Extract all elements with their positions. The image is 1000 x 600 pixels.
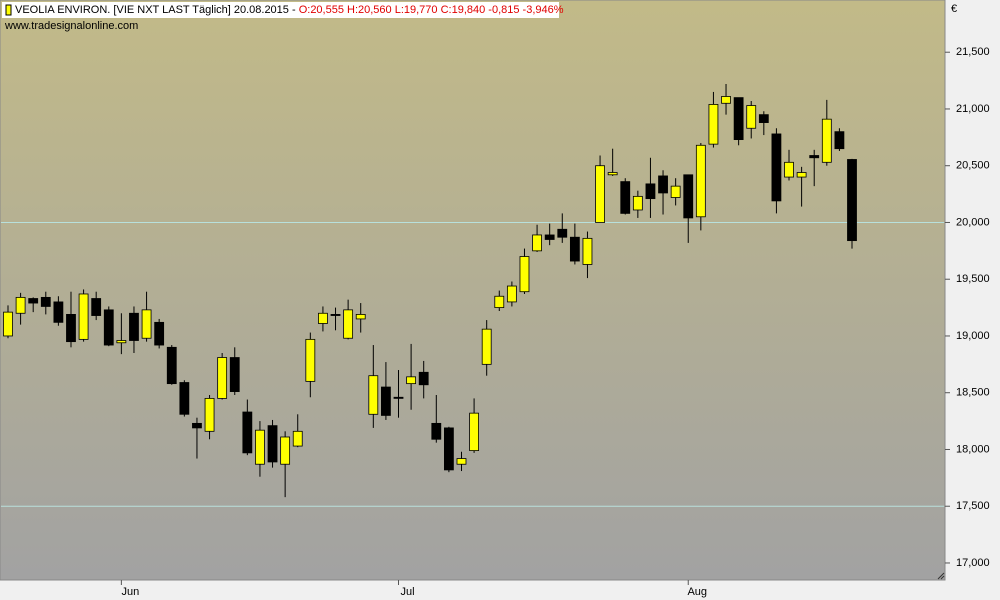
candle-body: [343, 309, 354, 339]
candle-body: [456, 458, 467, 465]
candle-body: [318, 312, 328, 324]
candle-body: [645, 183, 656, 200]
chart-title: VEOLIA ENVIRON. [VIE NXT LAST Täglich] 2…: [15, 4, 296, 16]
candle-body: [305, 338, 316, 382]
candle-body: [255, 429, 265, 465]
y-tick-label: 18,500: [956, 387, 990, 399]
candle-body: [746, 105, 757, 129]
y-tick-label: 18,000: [956, 443, 990, 455]
candle-body: [569, 236, 580, 262]
candle-body: [758, 114, 769, 123]
header: VEOLIA ENVIRON. [VIE NXT LAST Täglich] 2…: [15, 4, 564, 16]
candle-body: [103, 309, 114, 346]
candle-body: [267, 425, 278, 463]
candle-body: [632, 195, 643, 211]
y-unit: €: [951, 3, 957, 15]
candle-body: [582, 237, 593, 265]
candle-body: [733, 97, 744, 141]
candle-body: [506, 285, 517, 303]
y-tick-label: 20,000: [956, 216, 990, 228]
candle-body: [431, 422, 442, 440]
header-box: [2, 2, 559, 18]
candle-body: [292, 430, 303, 447]
candle-body: [796, 172, 807, 178]
candle-body: [116, 340, 127, 344]
candle-body: [708, 104, 719, 145]
candle-body: [179, 382, 190, 415]
y-tick-label: 19,000: [956, 330, 990, 342]
chart-subtitle: www.tradesignalonline.com: [4, 20, 138, 32]
candle-body: [519, 256, 530, 293]
y-tick-label: 17,500: [956, 500, 990, 512]
candle-body: [607, 172, 618, 176]
candle-body: [469, 412, 479, 452]
candle-body: [192, 422, 202, 429]
y-tick-label: 20,500: [956, 160, 990, 172]
candle-body: [834, 131, 845, 150]
candle-body: [443, 427, 454, 471]
x-tick-label: Aug: [687, 586, 707, 598]
quote: O:20,555 H:20,560 L:19,770 C:19,840 -0,8…: [299, 4, 564, 16]
candle-body: [355, 314, 366, 320]
candle-body: [620, 181, 631, 214]
candle-body: [217, 357, 228, 399]
candle-body: [544, 234, 555, 240]
candle-body: [847, 159, 857, 242]
candle-body: [418, 371, 429, 386]
candle-body: [381, 386, 391, 416]
candle-body: [532, 234, 542, 252]
plot-area: [0, 0, 946, 581]
candle-body: [330, 314, 341, 316]
candle-body: [695, 144, 706, 218]
candle-body: [78, 293, 89, 340]
y-tick-label: 17,000: [956, 557, 990, 569]
candle-body: [784, 161, 794, 178]
x-tick-label: Jun: [121, 586, 139, 598]
candle-body: [53, 301, 64, 323]
candle-body: [242, 411, 253, 454]
candle-body: [809, 155, 820, 159]
candle-body: [683, 174, 694, 219]
candle-body: [481, 328, 492, 365]
candle-body: [129, 312, 139, 341]
candle-body: [721, 96, 731, 104]
candle-body: [15, 296, 26, 314]
candle-body: [557, 228, 568, 238]
candle-body: [141, 309, 152, 339]
resize-grip: [937, 572, 945, 580]
candle-body: [771, 133, 782, 202]
candle-body: [406, 376, 417, 385]
candle-body: [154, 321, 165, 346]
header-icon: [5, 4, 12, 16]
candle-body: [368, 375, 379, 415]
candle-body: [280, 436, 291, 465]
candle-body: [229, 357, 240, 392]
y-tick-label: 19,500: [956, 273, 990, 285]
candle-body: [166, 346, 177, 385]
candle-body: [3, 311, 13, 337]
candle-body: [494, 295, 505, 308]
candle-body: [66, 314, 76, 343]
candle-body: [28, 298, 39, 304]
candle-body: [670, 185, 681, 198]
candle-body: [595, 165, 605, 223]
x-tick-label: Jul: [400, 586, 414, 598]
candle-body: [393, 396, 404, 399]
y-tick-label: 21,000: [956, 103, 990, 115]
y-tick-label: 21,500: [956, 46, 990, 58]
candle-body: [821, 118, 832, 163]
candle-body: [91, 298, 102, 316]
candle-body: [204, 397, 215, 432]
candle-body: [40, 296, 51, 307]
candle-body: [658, 175, 668, 194]
